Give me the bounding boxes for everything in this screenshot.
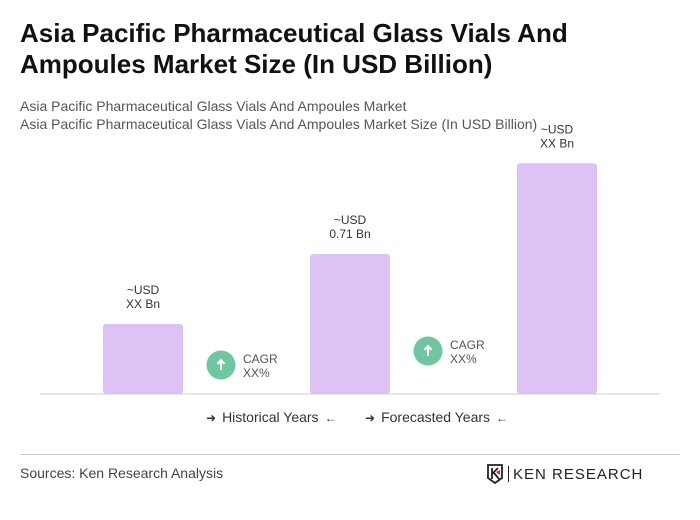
- arrow-up-icon: [423, 344, 433, 356]
- ken-research-logo: KEN RESEARCH: [486, 464, 643, 484]
- data-label: ~USD: [127, 283, 160, 297]
- arrow-right-icon: ➜: [206, 411, 217, 425]
- cagr-value: XX%: [243, 366, 270, 380]
- cagr-label: CAGR: [243, 352, 278, 366]
- arrow-left-icon: ←: [496, 411, 509, 425]
- arrow-left-icon: ←: [324, 411, 337, 425]
- subtitle-2: Asia Pacific Pharmaceutical Glass Vials …: [20, 116, 538, 132]
- data-label: ~USD: [334, 213, 367, 227]
- legend-historical: ➜ Historical Years ←: [200, 409, 343, 425]
- logo-text: KEN RESEARCH: [513, 465, 644, 483]
- source-text: Sources: Ken Research Analysis: [20, 465, 224, 481]
- cagr-value: XX%: [450, 352, 477, 366]
- legend-forecasted: ➜ Forecasted Years ←: [359, 409, 514, 425]
- cagr-label: CAGR: [450, 338, 485, 352]
- bar: [103, 324, 183, 394]
- subtitle: Asia Pacific Pharmaceutical Glass Vials …: [20, 98, 407, 114]
- arrow-up-icon: [216, 358, 226, 370]
- data-label: 0.71 Bn: [329, 227, 370, 241]
- bar: [517, 163, 597, 394]
- data-label: XX Bn: [540, 136, 574, 150]
- legend-historical-label: Historical Years: [222, 409, 319, 425]
- page-title: Asia Pacific Pharmaceutical Glass Vials …: [20, 18, 568, 79]
- bar: [310, 254, 390, 394]
- arrow-right-icon: ➜: [365, 411, 376, 425]
- logo-mark-icon: [487, 464, 503, 484]
- divider: [20, 454, 680, 455]
- legend-forecasted-label: Forecasted Years: [381, 409, 491, 425]
- data-label: ~USD: [541, 122, 574, 136]
- data-label: XX Bn: [126, 297, 160, 311]
